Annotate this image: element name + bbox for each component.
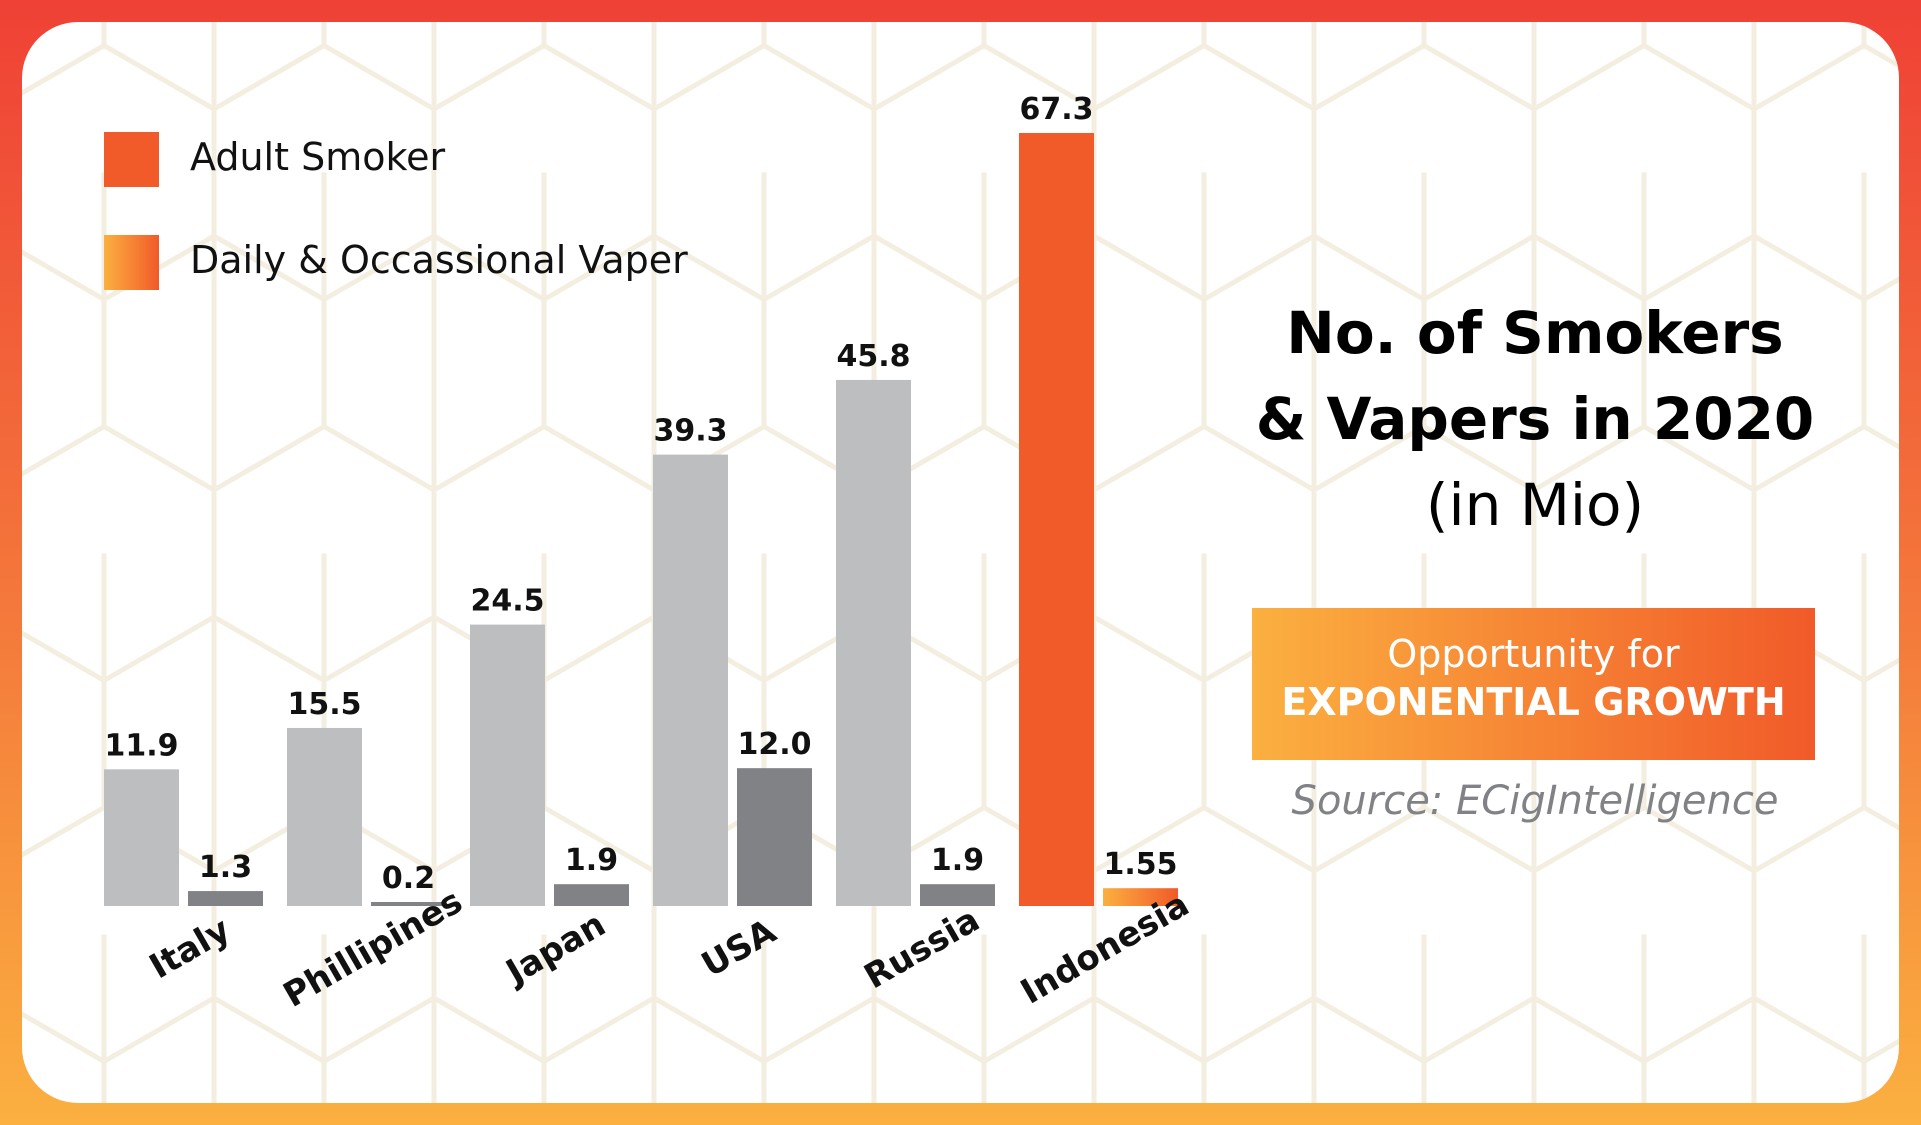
title-line-1: No. of Smokers bbox=[1286, 299, 1784, 367]
promo-line-2: EXPONENTIAL GROWTH bbox=[1281, 680, 1786, 724]
legend-swatch-vaper bbox=[104, 235, 159, 290]
vaper-value-label: 1.3 bbox=[199, 850, 252, 885]
promo-line-1: Opportunity for bbox=[1387, 632, 1680, 676]
vaper-value-label: 1.55 bbox=[1103, 847, 1177, 882]
smoker-bar bbox=[1019, 133, 1094, 906]
vaper-bar bbox=[371, 902, 446, 906]
vaper-value-label: 0.2 bbox=[382, 861, 435, 896]
legend-label-smoker: Adult Smoker bbox=[190, 135, 446, 179]
infographic-card bbox=[22, 22, 1899, 1103]
vaper-value-label: 1.9 bbox=[565, 843, 618, 878]
vaper-bar bbox=[188, 891, 263, 906]
hexagon-pattern-background bbox=[22, 22, 1899, 1103]
vaper-bar bbox=[554, 884, 629, 906]
category-label: Japan bbox=[498, 904, 612, 993]
vaper-value-label: 1.9 bbox=[931, 843, 984, 878]
smoker-bar bbox=[104, 769, 179, 906]
chart-title: No. of Smokers & Vapers in 2020 (in Mio) bbox=[1210, 290, 1860, 548]
vaper-bar bbox=[1103, 888, 1178, 906]
smoker-value-label: 15.5 bbox=[287, 687, 361, 722]
title-unit: (in Mio) bbox=[1425, 471, 1645, 539]
smoker-value-label: 24.5 bbox=[470, 584, 544, 619]
smoker-value-label: 45.8 bbox=[836, 339, 910, 374]
category-label: USA bbox=[695, 911, 783, 985]
smoker-value-label: 39.3 bbox=[653, 414, 727, 449]
smoker-bar bbox=[653, 454, 728, 906]
smoker-bar bbox=[836, 379, 911, 906]
category-label: Italy bbox=[143, 910, 237, 987]
vaper-value-label: 12.0 bbox=[737, 727, 811, 762]
legend-label-vaper: Daily & Occassional Vaper bbox=[190, 238, 688, 282]
smoker-value-label: 67.3 bbox=[1019, 92, 1093, 127]
vaper-bar bbox=[737, 768, 812, 906]
title-line-2: & Vapers in 2020 bbox=[1255, 385, 1815, 453]
source-note: Source: ECigIntelligence bbox=[1291, 778, 1779, 824]
legend-swatch-smoker bbox=[104, 132, 159, 187]
smoker-value-label: 11.9 bbox=[104, 728, 178, 763]
smoker-bar bbox=[470, 624, 545, 906]
smoker-bar bbox=[287, 727, 362, 906]
vaper-bar bbox=[920, 884, 995, 906]
opportunity-banner: Opportunity for EXPONENTIAL GROWTH bbox=[1252, 608, 1815, 760]
category-label: Russia bbox=[858, 900, 987, 997]
